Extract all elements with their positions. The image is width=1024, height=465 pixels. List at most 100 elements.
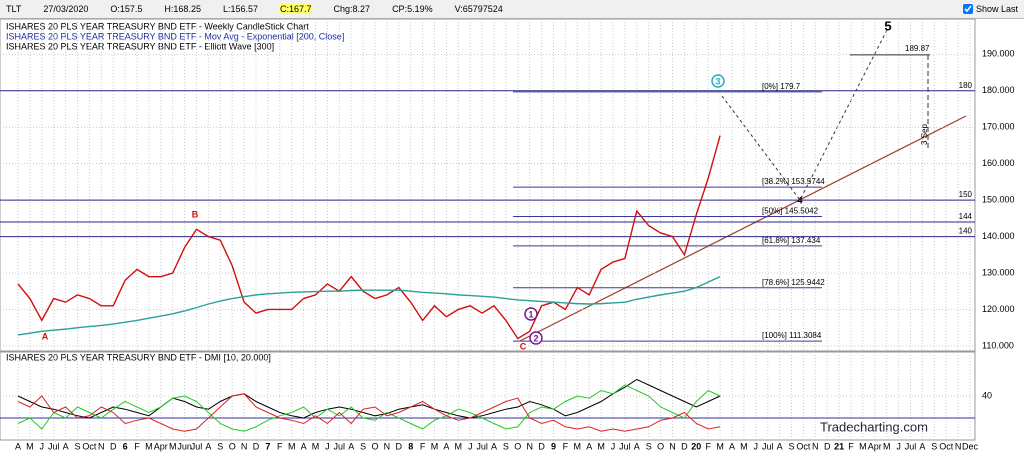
x-tick-label: D [253,441,260,451]
x-tick-label: Oct [82,441,97,451]
x-tick-label: Dec [962,441,979,451]
level-label: 140 [959,227,973,236]
series-line [17,276,721,336]
x-tick-label: N [241,441,248,451]
x-tick-label: N [812,441,819,451]
fib-label: [100%] 111.3084 [762,331,822,340]
x-tick-label: M [574,441,582,451]
x-tick-label: A [348,441,354,451]
x-tick-label: F [134,441,140,451]
x-tick-label: 6 [123,441,128,451]
x-tick-label: Oct [939,441,954,451]
x-tick-label: Jul [619,441,631,451]
x-tick-label: A [777,441,783,451]
x-tick-label: A [729,441,735,451]
x-tick-label: Jul [191,441,203,451]
y-tick-label: 110.000 [982,340,1014,350]
x-tick-label: Jun [177,441,192,451]
y-tick-label: 180.000 [982,85,1015,95]
title: ISHARES 20 PLS YEAR TREASURY BND ETF - W… [6,21,309,31]
price-panel [0,18,976,352]
x-tick-label: A [15,441,21,451]
fib-label: [50%] 145.5042 [762,207,819,216]
x-tick-label: M [740,441,748,451]
x-tick-label: F [277,441,283,451]
x-tick-label: J [611,441,616,451]
show-last-checkbox[interactable] [962,4,973,14]
date: 27/03/2020 [43,4,89,14]
y-tick-label: 120.000 [982,304,1015,314]
x-tick-label: M [859,441,867,451]
series-line [17,378,721,419]
high: H:168.25 [164,4,201,14]
low: L:156.57 [222,4,258,14]
x-tick-label: D [110,441,117,451]
x-tick-label: S [646,441,652,451]
target-label: 189.87 [905,44,930,53]
wave-label: C [520,341,527,351]
x-tick-label: F [705,441,711,451]
title: ISHARES 20 PLS YEAR TREASURY BND ETF - M… [6,31,344,41]
x-tick-label: S [503,441,509,451]
x-tick-label: O [514,441,521,451]
x-tick-label: Jul [48,441,60,451]
x-tick-label: 8 [408,441,413,451]
x-tick-label: Oct [796,441,811,451]
x-tick-label: M [26,441,34,451]
x-tick-label: N [384,441,391,451]
change: Chg:8.27 [333,4,371,14]
x-tick-label: N [669,441,676,451]
y-tick-label: 40 [982,390,992,400]
target-date: 3 Sep [920,124,929,145]
x-tick-label: F [848,441,854,451]
level-label: 150 [959,190,973,199]
show-last[interactable]: Show Last [962,4,1018,14]
wave-label: 1 [528,309,533,319]
symbol: TLT [6,4,22,14]
x-tick-label: M [431,441,439,451]
series-line [17,393,721,432]
x-tick-label: 7 [265,441,270,451]
x-tick-label: M [312,441,320,451]
y-tick-label: 130.000 [982,267,1015,277]
x-tick-label: A [634,441,640,451]
x-tick-label: S [217,441,223,451]
projection [721,27,889,201]
series-line [17,384,721,432]
x-tick-label: S [360,441,366,451]
x-tick-label: A [919,441,925,451]
x-tick-label: M [455,441,463,451]
x-tick-label: D [824,441,831,451]
x-tick-label: O [229,441,236,451]
x-tick-label: Jul [762,441,774,451]
y-tick-label: 140.000 [982,231,1015,241]
x-tick-label: 9 [551,441,556,451]
x-tick-label: S [74,441,80,451]
y-tick-label: 150.000 [982,194,1015,204]
wave-label: 2 [533,333,538,343]
x-tick-label: J [754,441,759,451]
x-tick-label: O [371,441,378,451]
wave-label: 3 [715,76,720,86]
wave-label: 4 [797,195,802,205]
y-tick-label: 190.000 [982,49,1015,59]
x-tick-label: M [288,441,296,451]
change-pct: CP:5.19% [392,4,433,14]
x-tick-label: S [931,441,937,451]
x-tick-label: A [301,441,307,451]
x-tick-label: M [716,441,724,451]
x-tick-label: J [40,441,45,451]
series-line [17,135,721,340]
y-tick-label: 170.000 [982,122,1015,132]
show-last-label: Show Last [975,4,1018,14]
wave-circle [711,74,725,88]
wave-label: 5 [884,18,891,33]
level-label: 180 [959,81,973,90]
x-tick-label: M [169,441,177,451]
x-tick-label: J [468,441,473,451]
wave-circle [529,331,543,345]
volume: V:65797524 [454,4,503,14]
x-tick-label: Jul [476,441,488,451]
